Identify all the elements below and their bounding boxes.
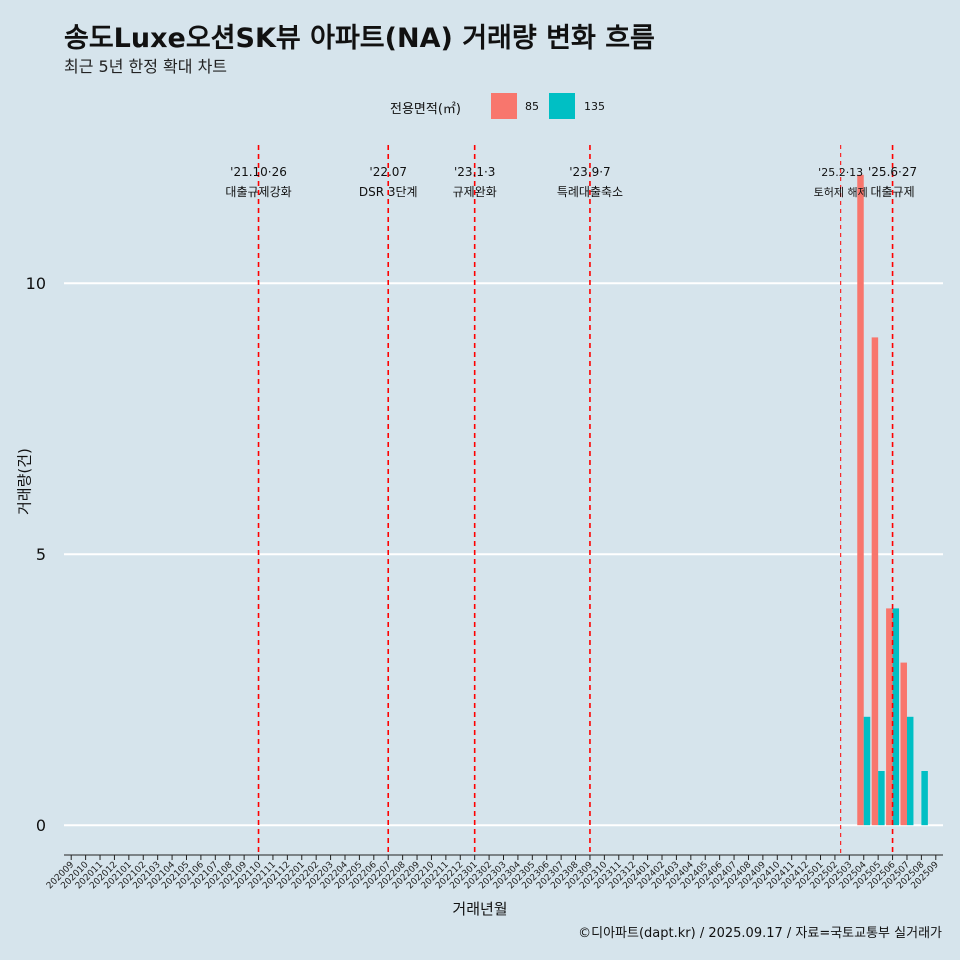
event-label: 대출규제: [870, 185, 914, 199]
event-label: 특례대출축소: [557, 185, 623, 199]
legend: 전용면적(㎡) 85 135: [0, 93, 960, 121]
bar-85-202507: [900, 662, 907, 826]
event-label: DSR 3단계: [359, 185, 418, 199]
y-tick-label: 5: [36, 545, 46, 564]
event-date: '25.2·13: [818, 166, 863, 179]
bar-135-202506: [892, 608, 900, 826]
legend-label-135: 135: [584, 100, 605, 113]
legend-title: 전용면적(㎡): [390, 102, 461, 117]
y-axis-title: 거래량(건): [15, 448, 34, 515]
event-date: '23.1·3: [454, 165, 495, 179]
y-tick-label: 10: [26, 274, 46, 293]
event-label: 대출규제강화: [225, 185, 291, 199]
event-date: '21.10·26: [230, 165, 287, 179]
legend-key-85: [491, 93, 517, 119]
event-label: 토허제 해제: [814, 185, 868, 199]
legend-label-85: 85: [525, 100, 539, 113]
bar-85-202506: [886, 608, 893, 826]
event-date: '23.9·7: [569, 165, 610, 179]
chart-subtitle: 최근 5년 한정 확대 차트: [64, 57, 228, 76]
event-label: 규제완화: [453, 185, 497, 199]
source-caption: ©디아파트(dapt.kr) / 2025.09.17 / 자료=국토교통부 실…: [578, 926, 942, 941]
event-date: '25.6·27: [868, 165, 917, 179]
bar-85-202504: [857, 174, 864, 826]
bar-135-202504: [863, 716, 871, 826]
bar-135-202508: [921, 770, 928, 826]
event-date: '22.07: [369, 165, 407, 179]
bar-135-202507: [906, 716, 914, 826]
x-axis-title: 거래년월: [452, 900, 508, 918]
bar-85-202505: [871, 337, 879, 826]
y-tick-label: 0: [36, 816, 46, 835]
bar-135-202505: [878, 770, 885, 826]
chart-title: 송도Luxe오션SK뷰 아파트(NA) 거래량 변화 흐름: [64, 23, 655, 54]
legend-key-135: [549, 93, 575, 119]
